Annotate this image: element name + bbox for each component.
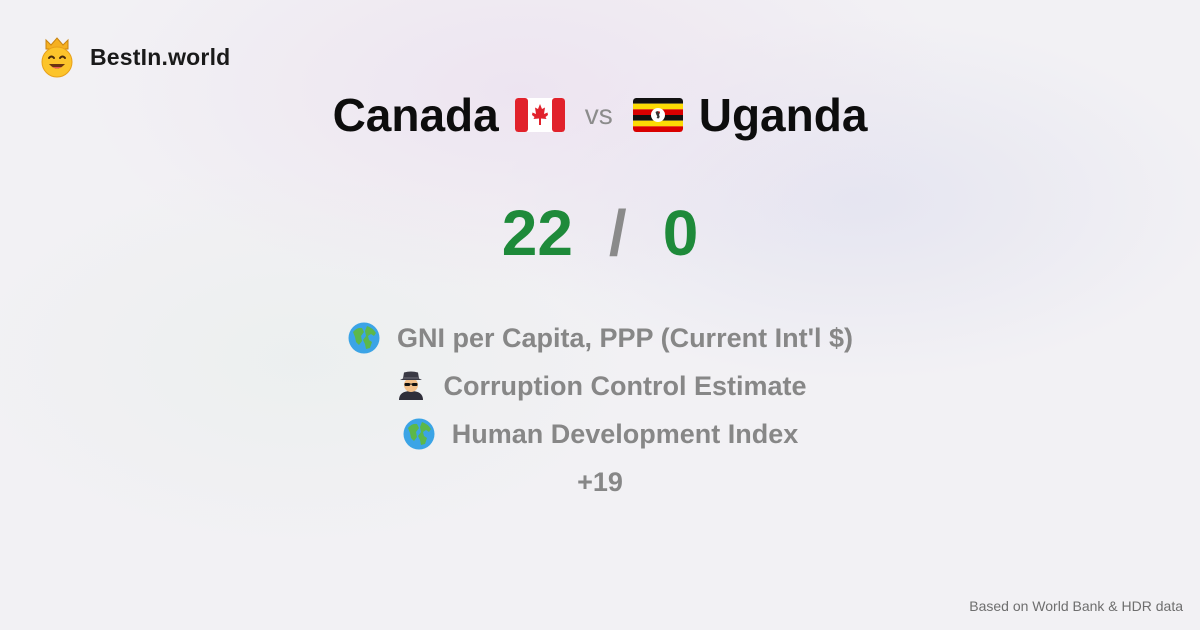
- data-source-note: Based on World Bank & HDR data: [969, 598, 1183, 614]
- metric-label: GNI per Capita, PPP (Current Int'l $): [397, 323, 853, 354]
- list-item: Human Development Index: [402, 410, 799, 458]
- metric-label: Human Development Index: [452, 419, 799, 450]
- uganda-flag-icon: [633, 98, 683, 132]
- left-country-name: Canada: [333, 88, 499, 142]
- globe-icon: [347, 321, 381, 355]
- right-score: 0: [663, 196, 699, 270]
- crowned-smiley-icon: [38, 36, 76, 78]
- comparison-title: Canada vs Uganda: [0, 88, 1200, 142]
- metric-label: Corruption Control Estimate: [444, 371, 807, 402]
- spy-icon: [394, 369, 428, 403]
- canada-flag-icon: [515, 98, 565, 132]
- brand[interactable]: BestIn.world: [38, 36, 230, 78]
- globe-icon: [402, 417, 436, 451]
- vs-label: vs: [585, 99, 613, 131]
- list-item: Corruption Control Estimate: [394, 362, 807, 410]
- left-score: 22: [502, 196, 573, 270]
- score-row: 22 / 0: [0, 196, 1200, 270]
- score-separator: /: [609, 196, 627, 270]
- right-country-name: Uganda: [699, 88, 868, 142]
- brand-name: BestIn.world: [90, 44, 230, 71]
- list-item: GNI per Capita, PPP (Current Int'l $): [347, 314, 853, 362]
- metrics-list: GNI per Capita, PPP (Current Int'l $) Co…: [0, 314, 1200, 506]
- more-metrics-count: +19: [577, 458, 623, 506]
